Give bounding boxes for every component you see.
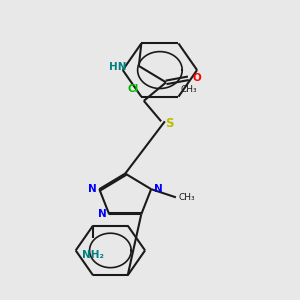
Text: N: N	[154, 184, 162, 194]
Text: N: N	[88, 184, 97, 194]
Text: HN: HN	[109, 62, 127, 72]
Text: S: S	[165, 117, 173, 130]
Text: NH₂: NH₂	[82, 250, 104, 260]
Text: CH₃: CH₃	[178, 193, 195, 202]
Text: O: O	[192, 73, 201, 83]
Text: CH₃: CH₃	[181, 85, 198, 94]
Text: Cl: Cl	[128, 84, 139, 94]
Text: N: N	[98, 209, 107, 219]
